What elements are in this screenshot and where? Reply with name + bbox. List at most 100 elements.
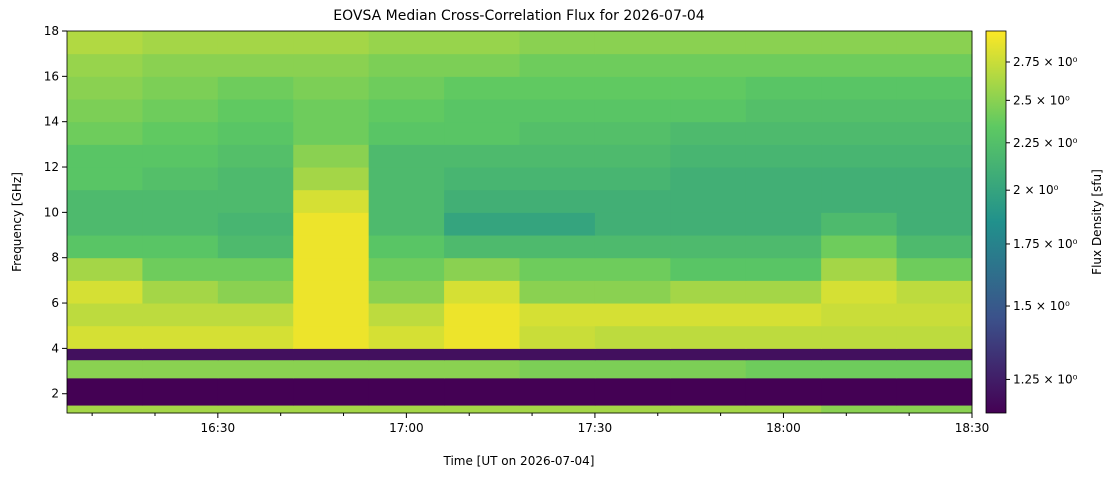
y-tick-label: 2 xyxy=(51,387,59,401)
heatmap-cell xyxy=(368,76,445,100)
heatmap-cell xyxy=(670,280,747,304)
heatmap-cell xyxy=(745,257,822,281)
heatmap-cell xyxy=(594,235,671,259)
heatmap-cell xyxy=(217,212,294,236)
heatmap-cell xyxy=(444,303,520,327)
heatmap-cell xyxy=(293,167,370,191)
heatmap-cell xyxy=(368,53,445,77)
heatmap-cell xyxy=(745,303,822,327)
heatmap-cell xyxy=(896,53,973,77)
heatmap-cell xyxy=(444,212,520,236)
heatmap-cell xyxy=(142,303,219,327)
heatmap-cell xyxy=(293,280,370,304)
heatmap-cell xyxy=(444,359,520,379)
heatmap-cell xyxy=(670,167,747,191)
heatmap-cell xyxy=(594,31,671,55)
heatmap-cell xyxy=(745,189,822,213)
heatmap-cell xyxy=(142,325,219,349)
heatmap-cell xyxy=(217,144,294,168)
heatmap-cell xyxy=(896,189,973,213)
heatmap-cell xyxy=(745,167,822,191)
heatmap-cell xyxy=(293,405,370,414)
heatmap-cell xyxy=(519,280,596,304)
heatmap-cell xyxy=(368,280,445,304)
heatmap-cell xyxy=(594,121,671,145)
colorbar xyxy=(985,30,1007,414)
y-tick-label: 4 xyxy=(51,341,59,355)
heatmap-cell xyxy=(217,189,294,213)
heatmap-cell xyxy=(368,189,445,213)
colorbar-tick-label: 1.5 × 10⁰ xyxy=(1013,299,1070,313)
heatmap-cell xyxy=(519,189,596,213)
heatmap-cell xyxy=(821,99,898,123)
heatmap-cell xyxy=(896,257,973,281)
heatmap-cell xyxy=(821,405,898,414)
heatmap-cell xyxy=(217,167,294,191)
chart-title: EOVSA Median Cross-Correlation Flux for … xyxy=(333,8,705,24)
y-tick-label: 6 xyxy=(51,296,59,310)
heatmap-cell xyxy=(519,303,596,327)
heatmap-cell xyxy=(594,257,671,281)
heatmap-cell xyxy=(670,99,747,123)
heatmap-cell xyxy=(142,257,219,281)
heatmap-cell xyxy=(670,189,747,213)
heatmap-cell xyxy=(444,144,520,168)
heatmap-cell xyxy=(745,144,822,168)
heatmap-cell xyxy=(519,235,596,259)
heatmap-cell xyxy=(368,348,445,361)
x-axis-label: Time [UT on 2026-07-04] xyxy=(443,454,595,468)
heatmap-cell xyxy=(670,31,747,55)
colorbar-tick-label: 2.5 × 10⁰ xyxy=(1013,93,1070,107)
heatmap-cell xyxy=(368,99,445,123)
heatmap-cell xyxy=(217,405,294,414)
heatmap-cell xyxy=(594,53,671,77)
heatmap-cell xyxy=(217,76,294,100)
heatmap-cell xyxy=(670,76,747,100)
heatmap-cell xyxy=(745,121,822,145)
heatmap-cell xyxy=(217,348,294,361)
heatmap-cell xyxy=(142,31,219,55)
heatmap-cell xyxy=(821,121,898,145)
heatmap-cell xyxy=(519,144,596,168)
heatmap-cell xyxy=(293,257,370,281)
y-tick-label: 18 xyxy=(44,24,59,38)
heatmap-cell xyxy=(142,405,219,414)
heatmap-cell xyxy=(67,167,143,191)
heatmap-cell xyxy=(519,325,596,349)
heatmap-cell xyxy=(519,99,596,123)
colorbar-tick-label: 1.75 × 10⁰ xyxy=(1013,237,1078,251)
heatmap-cell xyxy=(444,280,520,304)
heatmap-cell xyxy=(368,167,445,191)
colorbar-label: Flux Density [sfu] xyxy=(1090,169,1104,275)
heatmap-cell xyxy=(444,348,520,361)
heatmap-cell xyxy=(67,325,143,349)
heatmap-cell xyxy=(293,121,370,145)
heatmap-cell xyxy=(444,99,520,123)
heatmap-cell xyxy=(67,280,143,304)
heatmap-cell xyxy=(594,405,671,414)
heatmap-cell xyxy=(217,377,294,406)
heatmap-cell xyxy=(217,99,294,123)
heatmap-cell xyxy=(67,53,143,77)
heatmap-cell xyxy=(594,167,671,191)
x-tick-label: 17:00 xyxy=(389,421,424,435)
heatmap-cell xyxy=(444,257,520,281)
heatmap-cell xyxy=(293,144,370,168)
heatmap-cell xyxy=(519,167,596,191)
heatmap-cell xyxy=(896,235,973,259)
heatmap-cell xyxy=(896,31,973,55)
heatmap-cell xyxy=(217,121,294,145)
heatmap-cell xyxy=(293,212,370,236)
heatmap-cell xyxy=(444,377,520,406)
heatmap-cell xyxy=(444,76,520,100)
heatmap-cell xyxy=(293,325,370,349)
colorbar-tick-label: 2.25 × 10⁰ xyxy=(1013,136,1078,150)
heatmap-cell xyxy=(896,348,973,361)
heatmap-cell xyxy=(217,325,294,349)
heatmap-cell xyxy=(594,280,671,304)
heatmap-cell xyxy=(821,31,898,55)
heatmap-cell xyxy=(368,235,445,259)
heatmap-cell xyxy=(444,405,520,414)
heatmap-cell xyxy=(670,235,747,259)
heatmap-cell xyxy=(745,235,822,259)
